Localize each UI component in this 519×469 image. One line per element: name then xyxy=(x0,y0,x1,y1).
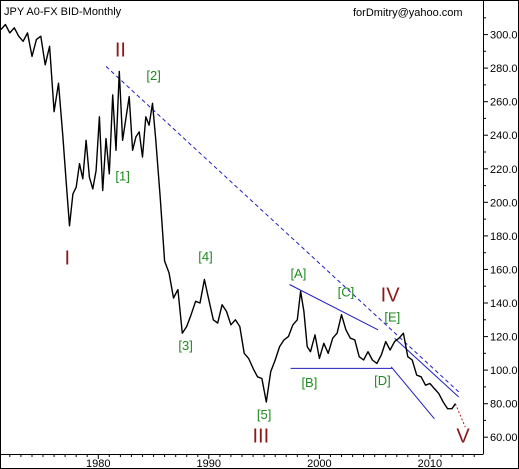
wave-label: III xyxy=(252,425,269,447)
y-tick-label: 180.0 xyxy=(490,231,518,243)
x-tick-label: 2010 xyxy=(418,458,442,469)
y-axis: 60.00 80.00 100.0 120.0 140.0 160.0 180.0 200.0… xyxy=(483,17,518,444)
wave-label: [1] xyxy=(115,169,129,184)
wave-label: [4] xyxy=(198,249,212,264)
chart-title: JPY A0-FX BID-Monthly xyxy=(4,6,122,18)
trend-line-channel-lower xyxy=(390,366,435,420)
y-tick-label: 120.0 xyxy=(490,332,518,344)
x-tick-label: 1980 xyxy=(86,458,110,469)
wave-label: IV xyxy=(381,284,401,306)
y-tick-label: 100.0 xyxy=(490,365,518,377)
wave-label: [B] xyxy=(301,375,317,390)
y-tick-label: 160.0 xyxy=(490,264,518,276)
y-tick-label: 260.0 xyxy=(490,97,518,109)
wave-label: [D] xyxy=(374,373,391,388)
wave-label: I xyxy=(65,247,71,269)
wave-label: II xyxy=(115,39,126,61)
y-tick-label: 140.0 xyxy=(490,298,518,310)
wave-label: [C] xyxy=(338,284,355,299)
y-tick-label: 60.00 xyxy=(490,432,518,444)
y-tick-label: 200.0 xyxy=(490,197,518,209)
x-axis: 1980 1990 2000 2010 xyxy=(9,454,475,469)
trend-line-triangle-upper xyxy=(289,284,379,331)
x-tick-label: 1990 xyxy=(197,458,221,469)
wave-label: [5] xyxy=(257,407,271,422)
y-tick-label: 220.0 xyxy=(490,164,518,176)
watermark: forDmitry@yahoo.com xyxy=(353,7,463,19)
x-tick-label: 2000 xyxy=(307,458,331,469)
trend-line-channel-upper xyxy=(394,337,460,398)
wave-label: [2] xyxy=(146,68,160,83)
y-tick-label: 280.0 xyxy=(490,63,518,75)
wave-label: V xyxy=(456,425,470,447)
series-line-0 xyxy=(0,23,456,410)
y-tick-label: 240.0 xyxy=(490,130,518,142)
series-layer xyxy=(0,23,456,410)
y-tick-label: 80.00 xyxy=(490,399,518,411)
wave-label: [A] xyxy=(290,266,306,281)
trend-line-projection xyxy=(454,403,466,428)
y-tick-label: 300.0 xyxy=(490,30,518,42)
wave-label: [E] xyxy=(384,310,400,325)
wave-label: [3] xyxy=(178,338,192,353)
